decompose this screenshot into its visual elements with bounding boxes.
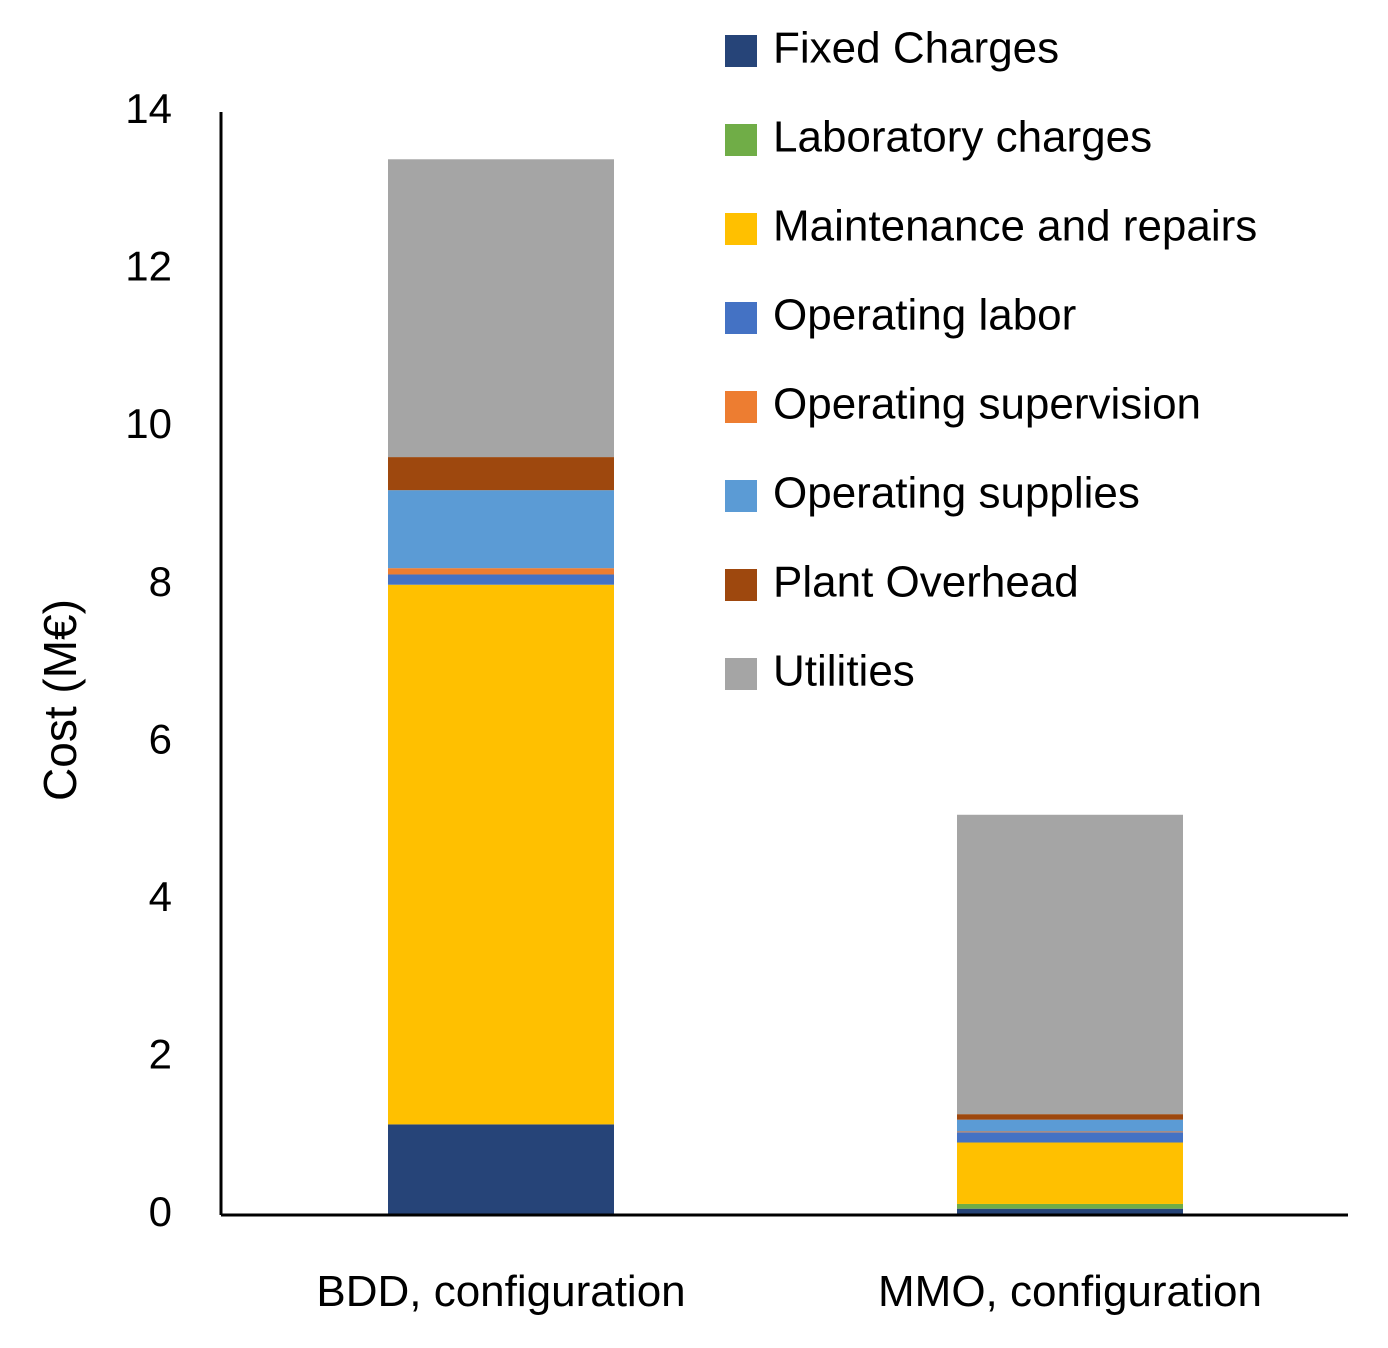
legend-item: Plant Overhead [725,558,1079,607]
bar-segment-operating-supervision [957,1131,1183,1133]
legend-item: Operating supplies [725,469,1140,518]
legend-label: Operating supervision [773,380,1201,429]
legend-label: Operating supplies [773,469,1140,518]
bar-segment-operating-supplies [957,1119,1183,1132]
bar-segment-plant-overhead [388,457,614,491]
legend-item: Fixed Charges [725,24,1059,73]
bar-segment-maintenance-and-repairs [388,584,614,1125]
y-tick-label: 4 [149,873,172,920]
x-tick-label: MMO, configuration [878,1267,1262,1316]
y-axis-title: Cost (M€) [34,599,86,801]
legend-swatch [725,658,757,690]
legend: Fixed Charges Laboratory charges Maintenan… [725,24,1257,696]
legend-label: Laboratory charges [773,113,1152,162]
bar-segment-fixed-charges [957,1208,1183,1215]
bars-layer [388,159,1183,1215]
legend-label: Utilities [773,647,915,696]
legend-swatch [725,480,757,512]
y-tick-label: 14 [125,85,172,132]
y-tick-label: 10 [125,400,172,447]
y-tick-label: 2 [149,1031,172,1078]
x-tick-label: BDD, configuration [316,1267,685,1316]
axes-layer: BDD, configuration MMO, configuration 0 2 4 6… [125,85,1348,1316]
bar-segment-operating-supervision [388,568,614,575]
bar-segment-utilities [388,159,614,458]
legend-swatch [725,302,757,334]
legend-swatch [725,391,757,423]
legend-swatch [725,35,757,67]
y-tick-label: 6 [149,715,172,762]
legend-swatch [725,213,757,245]
bar-segment-utilities [957,814,1183,1115]
bar-segment-fixed-charges [388,1124,614,1215]
bar-segment-operating-labor [388,574,614,585]
legend-item: Operating supervision [725,380,1201,429]
legend-label: Operating labor [773,291,1076,340]
legend-swatch [725,569,757,601]
legend-item: Maintenance and repairs [725,202,1257,251]
legend-swatch [725,124,757,156]
legend-label: Plant Overhead [773,558,1079,607]
bar-segment-laboratory-charges [957,1203,1183,1209]
bar-stack-1 [957,814,1183,1215]
bar-segment-operating-supplies [388,490,614,569]
bar-stack-0 [388,159,614,1215]
legend-label: Maintenance and repairs [773,202,1257,251]
y-tick-label: 8 [149,558,172,605]
bar-segment-maintenance-and-repairs [957,1142,1183,1204]
legend-item: Laboratory charges [725,113,1152,162]
y-tick-label: 0 [149,1188,172,1235]
legend-item: Utilities [725,647,915,696]
bar-segment-operating-labor [957,1132,1183,1143]
legend-item: Operating labor [725,291,1076,340]
bar-segment-plant-overhead [957,1114,1183,1120]
legend-label: Fixed Charges [773,24,1059,73]
y-tick-label: 12 [125,243,172,290]
